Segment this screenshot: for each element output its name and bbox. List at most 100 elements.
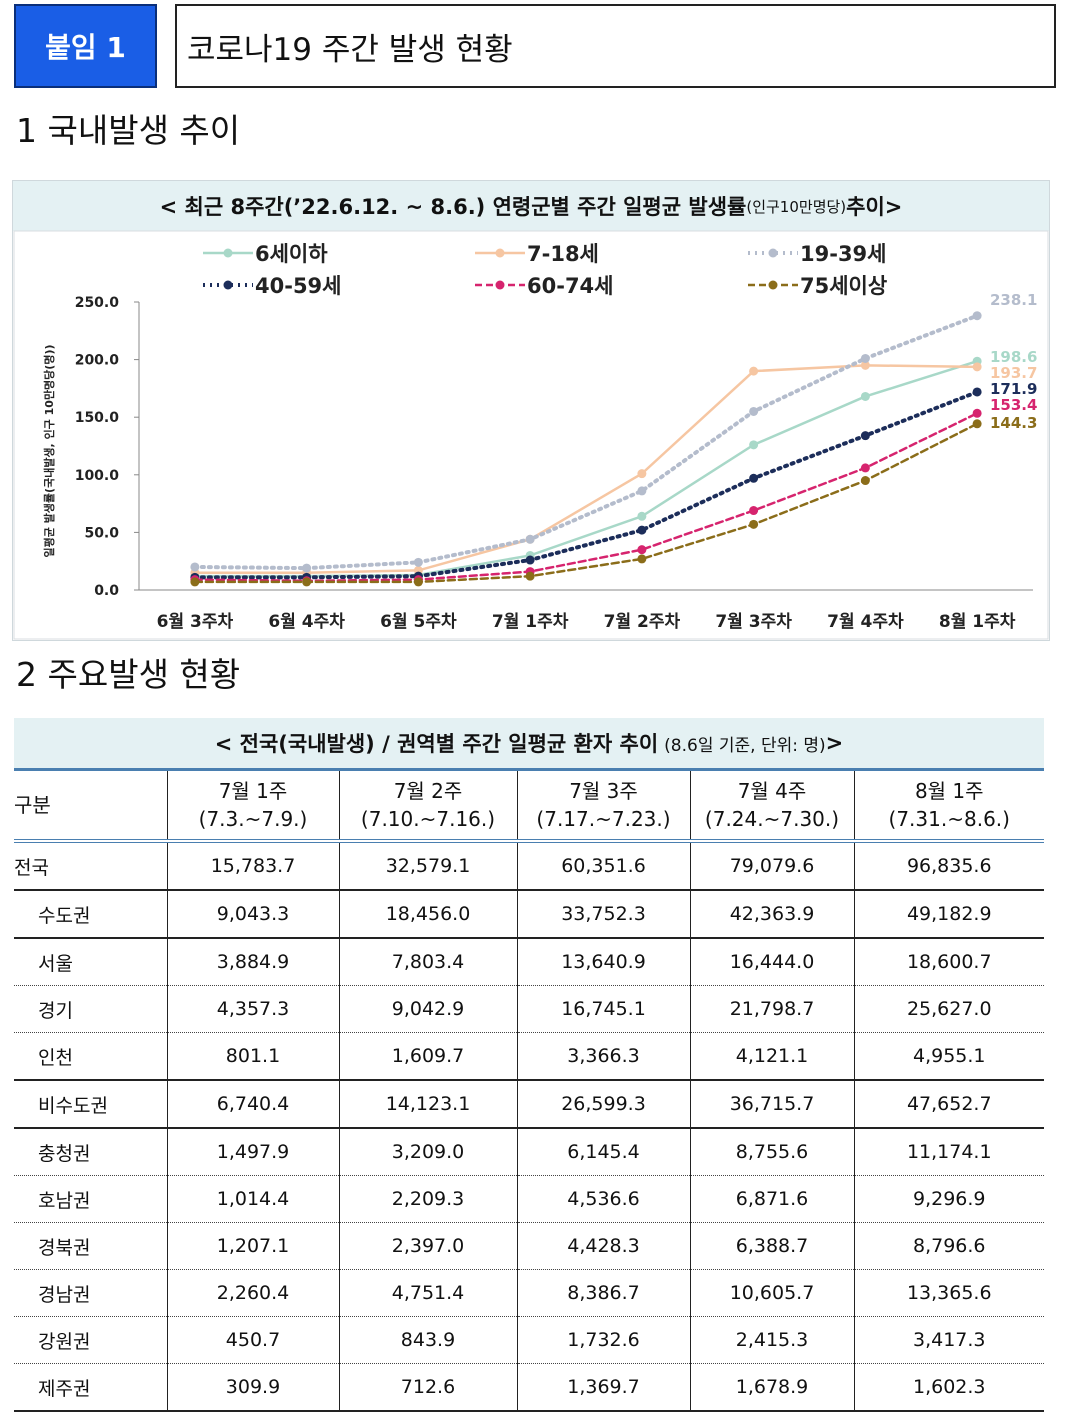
- data-point: [637, 511, 647, 521]
- region-cell: 수도권: [14, 890, 167, 939]
- value-cell: 8,796.6: [853, 1222, 1044, 1270]
- data-point: [860, 360, 870, 370]
- region-weekly-table: 구분 7월 1주 (7.3.~7.9.) 7월 2주 (7.10.~7.16.) 7월 3…: [14, 768, 1044, 1412]
- line-chart: 0.0 50.0 100.0 150.0 200.0 250.0 일평균 발생률(국내발생,…: [13, 230, 1049, 640]
- value-cell: 18,600.7: [853, 938, 1044, 986]
- region-cell: 전국: [14, 841, 167, 891]
- region-cell: 호남권: [14, 1175, 167, 1223]
- value-cell: 2,397.0: [338, 1222, 517, 1270]
- data-point: [525, 571, 535, 581]
- table-row: 강원권 450.7 843.9 1,732.6 2,415.3 3,417.3: [14, 1316, 1044, 1364]
- attachment-badge: 붙임 1: [14, 4, 157, 88]
- column-header-period: (7.31.~8.6.): [888, 807, 1010, 831]
- value-cell: 4,428.3: [516, 1222, 690, 1270]
- value-cell: 60,351.6: [516, 841, 690, 891]
- legend-marker: [768, 248, 778, 258]
- series-line: [192, 389, 980, 580]
- y-tick-label: 250.0: [75, 295, 120, 311]
- value-cell: 14,123.1: [338, 1080, 517, 1129]
- table-title-note: (8.6일 기준, 단위: 명): [664, 735, 826, 756]
- data-point: [637, 525, 647, 535]
- data-point: [637, 486, 647, 496]
- table-row: 인천 801.1 1,609.7 3,366.3 4,121.1 4,955.1: [14, 1032, 1044, 1081]
- region-cell: 경기: [14, 985, 167, 1033]
- legend-marker: [223, 248, 233, 258]
- value-cell: 32,579.1: [338, 841, 517, 891]
- region-cell: 서울: [14, 938, 167, 986]
- value-cell: 6,871.6: [689, 1175, 854, 1223]
- data-point: [860, 353, 870, 363]
- table-row: 호남권 1,014.4 2,209.3 4,536.6 6,871.6 9,296.9: [14, 1175, 1044, 1223]
- chart-title-end: 추이>: [846, 195, 903, 219]
- value-cell: 2,209.3: [338, 1175, 517, 1223]
- value-cell: 9,042.9: [338, 985, 517, 1033]
- data-point: [749, 519, 759, 529]
- table-row: 충청권 1,497.9 3,209.0 6,145.4 8,755.6 11,174.1: [14, 1128, 1044, 1176]
- series-end-label: 193.7: [990, 364, 1037, 382]
- legend-marker: [495, 280, 505, 290]
- data-point: [413, 557, 423, 567]
- data-point: [972, 311, 982, 321]
- value-cell: 47,652.7: [853, 1080, 1044, 1129]
- series-line: [193, 412, 979, 583]
- value-cell: 13,365.6: [853, 1269, 1044, 1317]
- region-cell: 강원권: [14, 1316, 167, 1364]
- region-cell: 경북권: [14, 1222, 167, 1270]
- x-tick-label: 8월 1주차: [939, 612, 1016, 632]
- y-tick-label: 200.0: [75, 353, 120, 369]
- data-point: [749, 406, 759, 416]
- x-tick-label: 7월 3주차: [715, 612, 792, 632]
- value-cell: 1,678.9: [689, 1363, 854, 1412]
- value-cell: 712.6: [338, 1363, 517, 1412]
- legend-marker: [223, 280, 233, 290]
- value-cell: 801.1: [166, 1032, 339, 1081]
- data-point: [302, 563, 312, 573]
- legend-label: 19-39세: [800, 242, 886, 266]
- value-cell: 7,803.4: [338, 938, 517, 986]
- value-cell: 1,602.3: [853, 1363, 1044, 1412]
- data-point: [190, 562, 200, 572]
- value-cell: 26,599.3: [516, 1080, 690, 1129]
- value-cell: 843.9: [338, 1316, 517, 1364]
- chart-frame: < 최근 8주간(’22.6.12. ~ 8.6.) 연령군별 주간 일평균 발…: [12, 180, 1050, 641]
- value-cell: 6,145.4: [516, 1128, 690, 1176]
- value-cell: 309.9: [166, 1363, 339, 1412]
- table-column-header: 8월 1주 (7.31.~8.6.): [853, 768, 1044, 843]
- value-cell: 49,182.9: [853, 890, 1044, 939]
- chart-title-unit: (인구10만명당): [746, 197, 847, 216]
- column-header-label: 7월 4주: [737, 779, 807, 803]
- data-point: [749, 506, 759, 516]
- chart-title-main: < 최근 8주간(’22.6.12. ~ 8.6.) 연령군별 주간 일평균 발…: [159, 195, 747, 219]
- value-cell: 1,369.7: [516, 1363, 690, 1412]
- value-cell: 10,605.7: [689, 1269, 854, 1317]
- value-cell: 1,207.1: [166, 1222, 339, 1270]
- y-tick-label: 150.0: [75, 410, 120, 426]
- value-cell: 9,043.3: [166, 890, 339, 939]
- column-header-label: 7월 1주: [218, 779, 288, 803]
- value-cell: 42,363.9: [689, 890, 854, 939]
- table-column-header: 구분: [14, 768, 167, 843]
- data-point: [860, 463, 870, 473]
- value-cell: 21,798.7: [689, 985, 854, 1033]
- value-cell: 3,417.3: [853, 1316, 1044, 1364]
- x-tick-label: 6월 4주차: [268, 612, 345, 632]
- value-cell: 13,640.9: [516, 938, 690, 986]
- data-point: [749, 473, 759, 483]
- value-cell: 36,715.7: [689, 1080, 854, 1129]
- x-tick-label: 7월 4주차: [827, 612, 904, 632]
- value-cell: 450.7: [166, 1316, 339, 1364]
- value-cell: 3,884.9: [166, 938, 339, 986]
- region-cell: 인천: [14, 1032, 167, 1081]
- y-axis-label: 일평균 발생률(국내발생, 인구 10만명당(명)): [42, 344, 56, 557]
- data-point: [972, 419, 982, 429]
- data-point: [525, 555, 535, 565]
- column-header-label: 7월 2주: [393, 779, 463, 803]
- value-cell: 1,497.9: [166, 1128, 339, 1176]
- table-title-end: >: [825, 731, 844, 755]
- column-header-label: 8월 1주: [914, 779, 984, 803]
- section-1-title: 1 국내발생 추이: [16, 111, 241, 150]
- data-point: [749, 366, 759, 376]
- table-row: 경북권 1,207.1 2,397.0 4,428.3 6,388.7 8,796.6: [14, 1222, 1044, 1270]
- table-row: 경기 4,357.3 9,042.9 16,745.1 21,798.7 25,627.0: [14, 985, 1044, 1033]
- data-point: [637, 469, 647, 479]
